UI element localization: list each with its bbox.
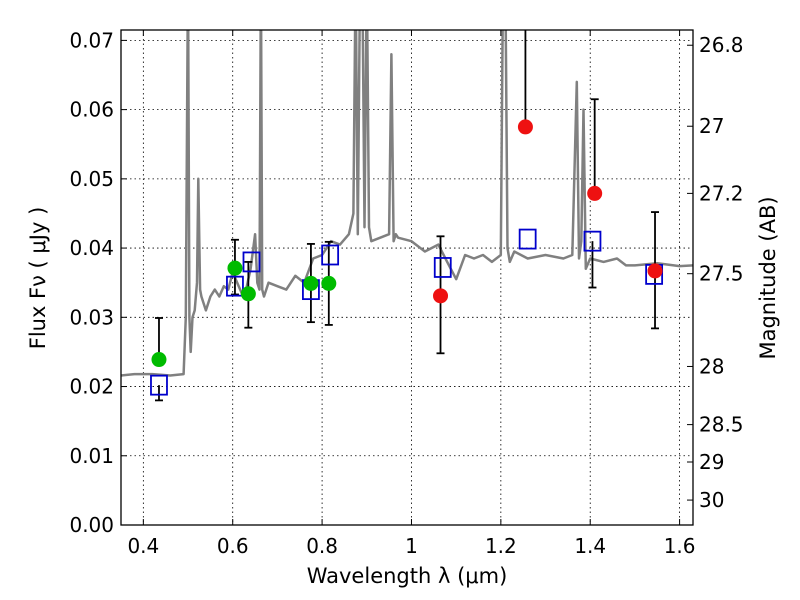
- data-points: [151, 119, 663, 368]
- x-tick-label: 0.6: [217, 534, 249, 558]
- green-point: [151, 352, 167, 368]
- y-tick-label: 0.06: [69, 98, 114, 122]
- right-tick-label: 27.5: [699, 262, 744, 286]
- sed-line: [121, 30, 693, 377]
- grid: [121, 30, 693, 526]
- axis-ticks: 0.4 0.6 0.8 1 1.2 1.4 1.6 0.00 0.01 0.02 0.03 0.04 0…: [69, 28, 743, 558]
- y-axis-label: Flux Fν ( μJy ): [26, 207, 50, 350]
- model-box: [150, 374, 168, 396]
- right-tick-label: 30: [699, 488, 724, 512]
- right-tick-label: 26.8: [699, 33, 744, 57]
- model-box: [226, 275, 244, 297]
- x-tick-label: 0.8: [306, 534, 338, 558]
- y-tick-label: 0.03: [69, 305, 114, 329]
- right-tick-label: 27.2: [699, 181, 744, 205]
- y-tick-label: 0.01: [69, 444, 114, 468]
- x-tick-label: 1.2: [485, 534, 517, 558]
- green-point: [240, 286, 256, 302]
- x-tick-label: 1: [405, 534, 418, 558]
- y-tick-label: 0.07: [69, 28, 114, 52]
- y-axis-right-label: Magnitude (AB): [756, 196, 780, 359]
- x-tick-label: 1.6: [664, 534, 696, 558]
- green-point: [227, 260, 243, 276]
- model-box: [242, 251, 261, 273]
- green-point: [321, 275, 337, 291]
- plot-frame: [120, 29, 694, 526]
- x-axis-label: Wavelength λ (μm): [307, 564, 508, 588]
- x-tick-label: 0.4: [127, 534, 159, 558]
- y-tick-label: 0.04: [69, 236, 114, 260]
- model-box: [583, 230, 602, 252]
- green-point: [303, 275, 319, 291]
- red-point: [433, 288, 449, 304]
- right-tick-label: 28: [699, 354, 724, 378]
- y-tick-label: 0.02: [69, 375, 114, 399]
- red-point: [517, 119, 533, 135]
- x-tick-label: 1.4: [574, 534, 606, 558]
- error-bars: [154, 30, 660, 402]
- model-box: [321, 244, 340, 266]
- right-tick-label: 27: [699, 114, 724, 138]
- y-tick-label: 0.00: [69, 513, 114, 537]
- model-box: [433, 257, 452, 278]
- y-tick-label: 0.05: [69, 167, 114, 191]
- right-tick-label: 28.5: [699, 413, 744, 437]
- red-point: [587, 185, 603, 201]
- right-tick-label: 29: [699, 450, 724, 474]
- sed-spectrum: [121, 30, 693, 377]
- red-point: [647, 263, 663, 279]
- model-box: [518, 228, 537, 250]
